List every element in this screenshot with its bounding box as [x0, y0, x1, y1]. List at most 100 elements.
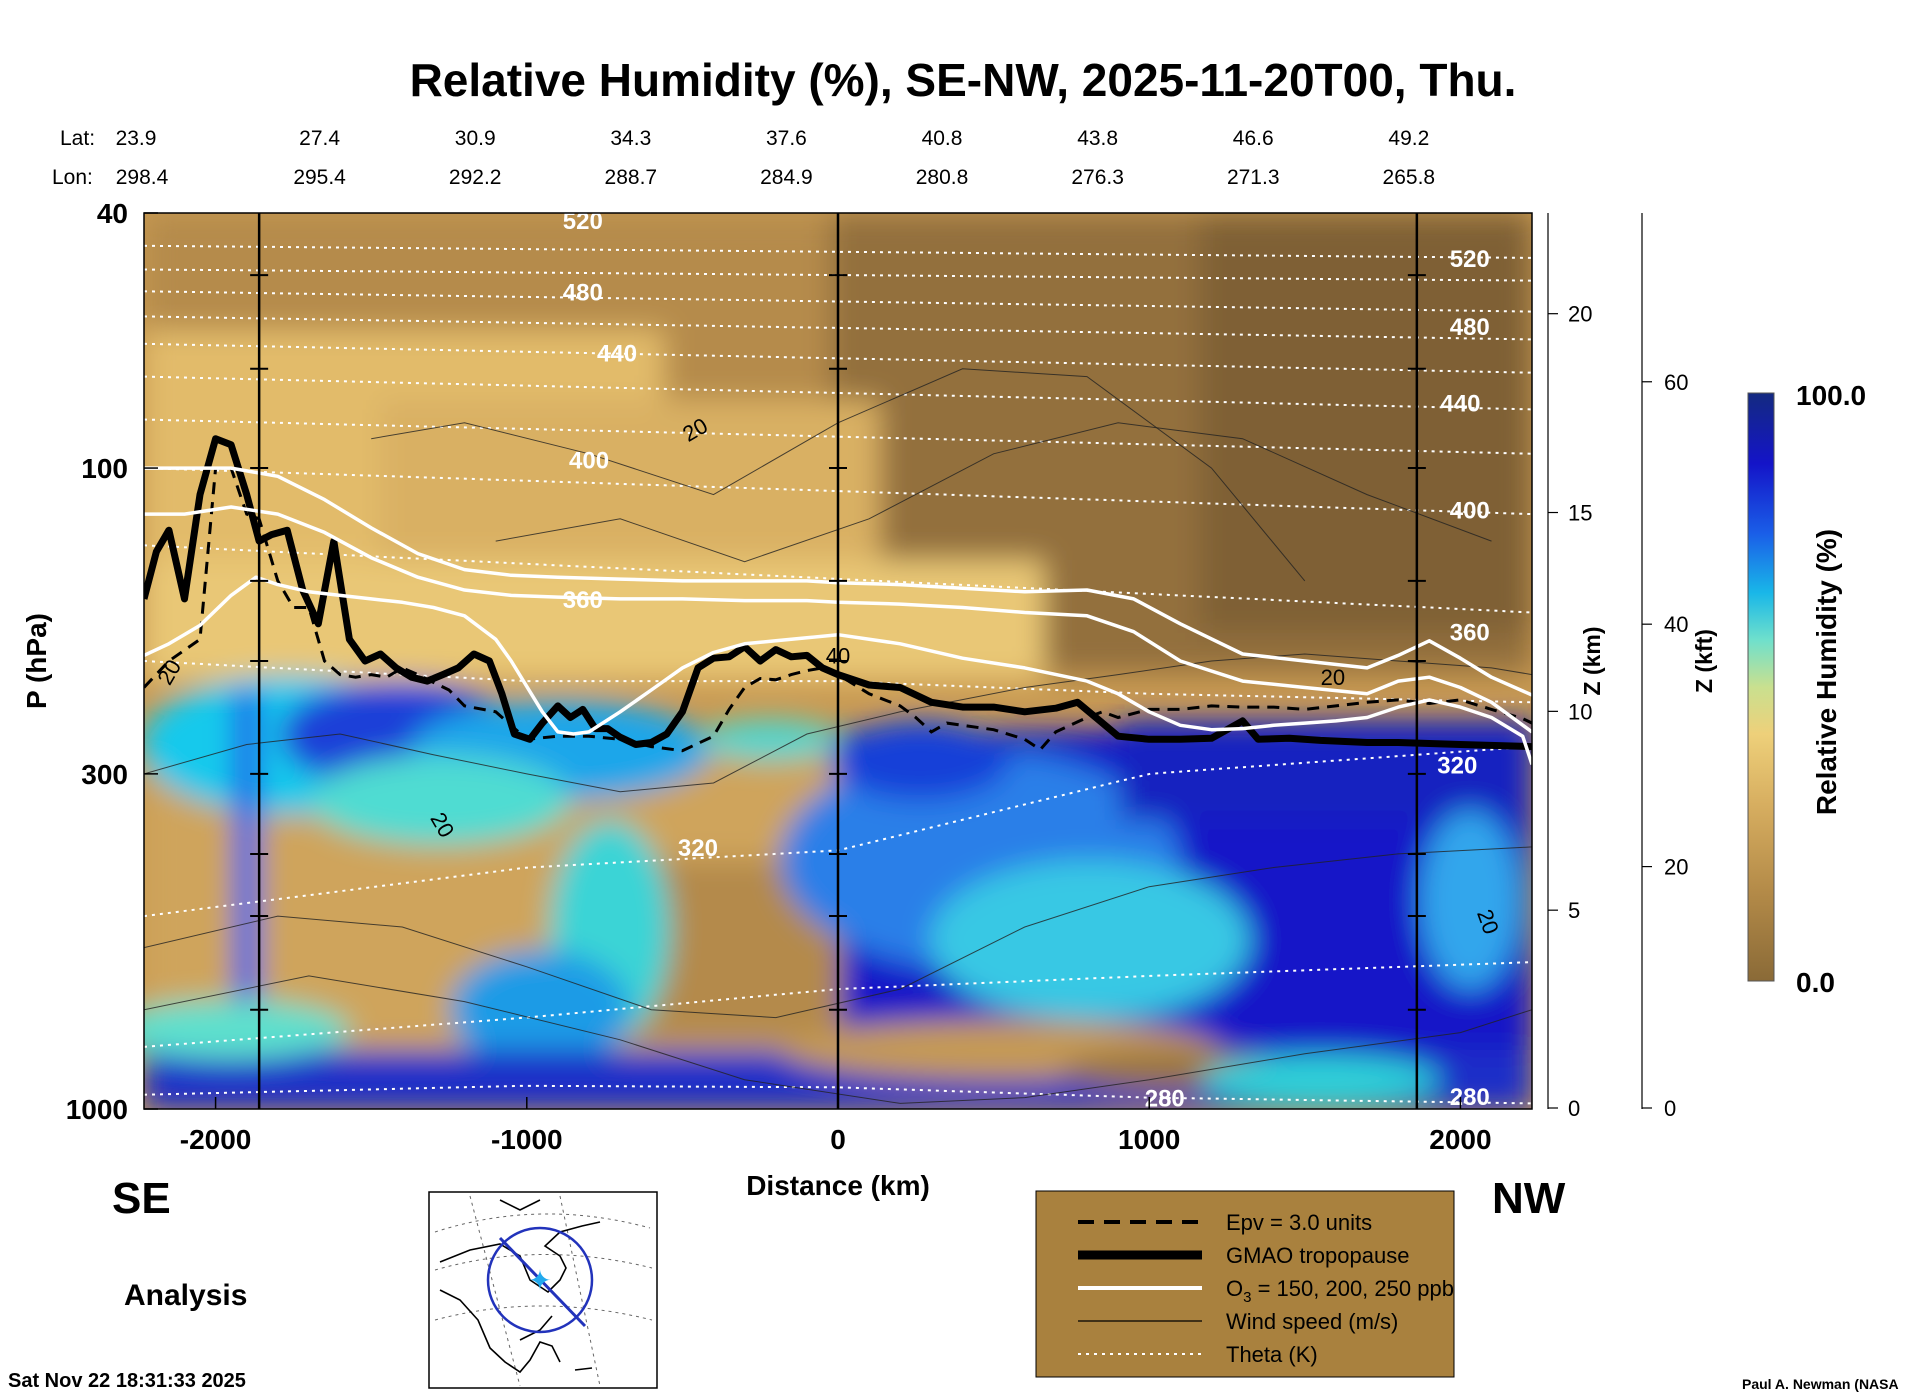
lon-value-2: 292.2 [449, 166, 502, 189]
colorbar-min-label: 0.0 [1796, 967, 1835, 998]
lat-label: Lat: [60, 127, 95, 150]
y-tick-label-3: 1000 [66, 1094, 128, 1125]
map-frame [428, 1191, 658, 1389]
lon-value-6: 276.3 [1071, 166, 1124, 189]
legend-label-0: Epv = 3.0 units [1226, 1210, 1372, 1235]
lon-value-0: 298.4 [116, 166, 169, 189]
theta-label-8: 480 [1450, 314, 1490, 341]
x-tick-label-2: 0 [830, 1124, 846, 1155]
lon-value-8: 265.8 [1383, 166, 1436, 189]
y-tick-label-0: 40 [97, 198, 128, 229]
z-km-tick-label-3: 15 [1568, 501, 1592, 526]
theta-label-7: 520 [1450, 246, 1490, 273]
lon-value-7: 271.3 [1227, 166, 1280, 189]
lat-value-7: 46.6 [1233, 127, 1274, 150]
lat-value-8: 49.2 [1388, 127, 1429, 150]
y-tick-label-1: 100 [81, 453, 128, 484]
section-center-star-icon: ✦ [528, 1265, 551, 1296]
theta-label-9: 440 [1440, 390, 1480, 417]
wind-contour-4 [144, 975, 1532, 1104]
legend-label-2-sub: 3 [1243, 1289, 1251, 1306]
lat-value-4: 37.6 [766, 127, 807, 150]
humidity-field [144, 213, 1532, 1109]
z-kft-tick-label-3: 60 [1664, 370, 1688, 395]
humidity-blob-19 [830, 720, 1010, 800]
z-kft-axis-label: Z (kft) [1691, 629, 1717, 693]
theta-label-1: 480 [563, 279, 603, 306]
coastline [439, 1199, 601, 1374]
z-km-axis-label: Z (km) [1579, 627, 1605, 696]
humidity-blob-26 [1200, 1055, 1440, 1105]
theta-label-6: 280 [1145, 1086, 1185, 1113]
colorbar: 100.0 0.0 Relative Humidity (%) [1747, 380, 1866, 998]
x-tick-label-0: -2000 [180, 1124, 252, 1155]
theta-label-3: 400 [569, 448, 609, 475]
section-track [498, 1236, 587, 1328]
lon-value-4: 284.9 [760, 166, 813, 189]
wind-contour-0 [144, 653, 1532, 793]
humidity-blob-2 [1200, 213, 1532, 633]
lon-value-3: 288.7 [605, 166, 658, 189]
analysis-label: Analysis [124, 1279, 247, 1312]
humidity-blob-23 [144, 1000, 350, 1060]
z-kft-tick-label-2: 40 [1664, 612, 1688, 637]
z-km-tick-label-0: 0 [1568, 1096, 1580, 1121]
theta-label-13: 280 [1450, 1084, 1490, 1111]
lon-value-5: 280.8 [916, 166, 969, 189]
z-km-tick-label-4: 20 [1568, 302, 1592, 327]
theta-label-0: 520 [563, 208, 603, 235]
theta-label-10: 400 [1450, 497, 1490, 524]
chart-title: Relative Humidity (%), SE-NW, 2025-11-20… [410, 54, 1517, 106]
lat-value-2: 30.9 [455, 127, 496, 150]
x-tick-label-4: 2000 [1429, 1124, 1491, 1155]
colorbar-max-label: 100.0 [1796, 380, 1866, 411]
lat-value-6: 43.8 [1077, 127, 1118, 150]
wind-label-2: 40 [826, 643, 850, 668]
wind-contour-3 [495, 422, 1492, 563]
theta-label-11: 360 [1450, 620, 1490, 647]
humidity-blob-15 [700, 720, 840, 760]
lat-value-3: 34.3 [610, 127, 651, 150]
locator-map: ✦ [428, 1191, 658, 1389]
ozone-line-4 [144, 575, 1532, 765]
direction-nw: NW [1492, 1174, 1566, 1223]
x-axis-label: Distance (km) [746, 1170, 930, 1201]
theta-label-2: 440 [597, 340, 637, 367]
z-km-tick-label-1: 5 [1568, 898, 1580, 923]
lat-value-0: 23.9 [116, 127, 157, 150]
theta-label-12: 320 [1437, 752, 1477, 779]
section-markers [250, 213, 1426, 1109]
direction-se: SE [112, 1174, 171, 1223]
x-tick-label-1: -1000 [491, 1124, 563, 1155]
humidity-blob-10 [234, 690, 260, 1020]
humidity-blob-21 [1420, 810, 1520, 990]
legend-label-2: O3 = 150, 200, 250 ppb [1226, 1276, 1454, 1306]
legend-label-1: GMAO tropopause [1226, 1243, 1409, 1268]
overlay-lines [144, 244, 1532, 1105]
humidity-blob-12 [310, 755, 570, 845]
legend-label-3: Wind speed (m/s) [1226, 1309, 1398, 1334]
tropopause-line [144, 435, 1532, 751]
z-kft-tick-label-0: 0 [1664, 1096, 1676, 1121]
lon-label: Lon: [52, 166, 93, 189]
colorbar-gradient [1747, 392, 1775, 982]
legend-label-4: Theta (K) [1226, 1342, 1318, 1367]
theta-label-5: 320 [678, 835, 718, 862]
legend: Epv = 3.0 units GMAO tropopause O3 = 150, … [1035, 1190, 1455, 1378]
timestamp: Sat Nov 22 18:31:33 2025 [8, 1370, 246, 1392]
epv-line [144, 466, 1532, 753]
axes: -2000 -1000 0 1000 2000 40 100 300 1000 0 5 10 15 20 0… [66, 198, 1689, 1155]
colorbar-title: Relative Humidity (%) [1811, 529, 1842, 815]
y-tick-label-2: 300 [81, 759, 128, 790]
lat-value-5: 40.8 [922, 127, 963, 150]
legend-label-2-suffix: = 150, 200, 250 ppb [1251, 1276, 1453, 1301]
x-tick-label-3: 1000 [1118, 1124, 1180, 1155]
legend-label-2-prefix: O [1226, 1276, 1243, 1301]
z-kft-tick-label-1: 20 [1664, 855, 1688, 880]
section-circle [486, 1226, 594, 1334]
humidity-blobs [144, 213, 1532, 1109]
wind-label-3: 20 [1321, 665, 1345, 690]
lat-value-1: 27.4 [299, 127, 340, 150]
plot-area: 520 480 440 400 360 320 280 520 480 440 400 360 320 2… [144, 208, 1532, 1113]
